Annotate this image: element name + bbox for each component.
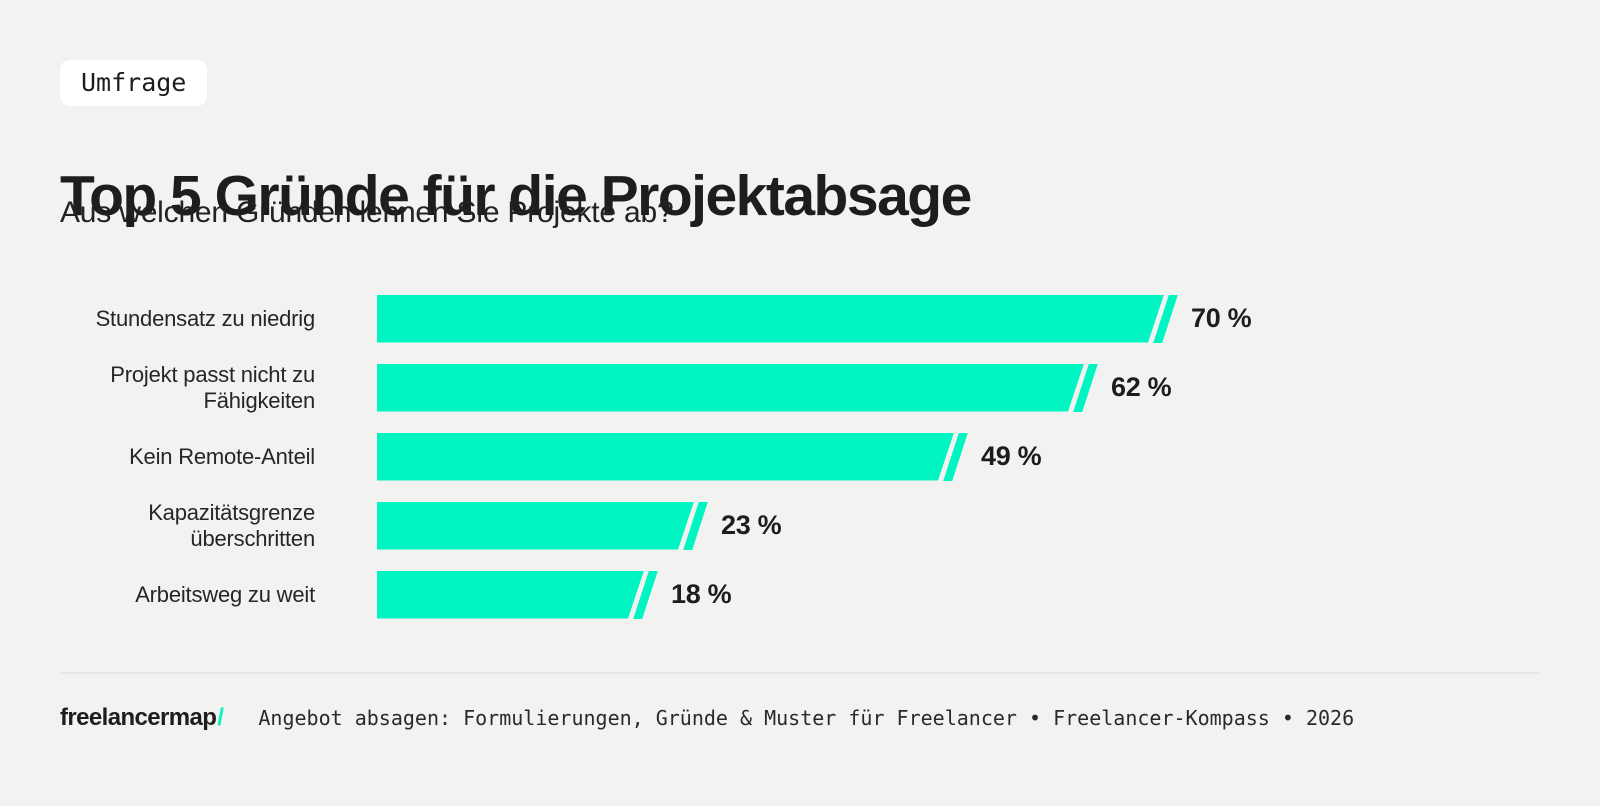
bar	[377, 433, 954, 481]
source-line: Angebot absagen: Formulierungen, Gründe …	[258, 706, 1355, 730]
bar-chart: Stundensatz zu niedrig 70 % Projekt pass…	[60, 284, 1540, 629]
category-label: Arbeitsweg zu weit	[135, 581, 315, 607]
page-title: Top 5 Gründe für die Projektabsage	[60, 164, 972, 229]
category-label: Projekt passt nicht zu Fähigkeiten	[110, 361, 315, 413]
logo-slash-icon: /	[217, 704, 224, 731]
value-label: 62 %	[1111, 372, 1172, 402]
footer-divider	[60, 672, 1540, 674]
logo-wordmark: freelancermap	[60, 704, 217, 731]
bar	[377, 502, 694, 550]
chart-row: Projekt passt nicht zu Fähigkeiten 62 %	[60, 353, 1540, 422]
value-label: 23 %	[721, 510, 782, 540]
chart-row: Kein Remote-Anteil 49 %	[60, 422, 1540, 491]
page-subtitle: Aus welchen Gründen lehnen Sie Projekte …	[60, 196, 674, 229]
bar-area: 62 %	[377, 363, 1172, 412]
bar-area: 49 %	[377, 432, 1042, 481]
bar-area: 23 %	[377, 501, 782, 550]
footer: freelancermap/ Angebot absagen: Formulie…	[60, 700, 1354, 736]
bar	[377, 364, 1084, 412]
chart-row: Stundensatz zu niedrig 70 %	[60, 284, 1540, 353]
badge-label: Umfrage	[81, 68, 187, 97]
category-label: Stundensatz zu niedrig	[95, 305, 316, 331]
bar	[377, 571, 644, 619]
chart-row: Arbeitsweg zu weit 18 %	[60, 560, 1540, 629]
freelancermap-logo: freelancermap/	[60, 704, 224, 732]
category-label: Kapazitätsgrenze überschritten	[148, 499, 315, 551]
value-label: 70 %	[1191, 303, 1252, 333]
bar	[377, 295, 1164, 343]
category-badge: Umfrage	[60, 60, 208, 106]
value-label: 49 %	[981, 441, 1042, 471]
bar-area: 70 %	[377, 294, 1252, 343]
chart-row: Kapazitätsgrenze überschritten 23 %	[60, 491, 1540, 560]
bar-area: 18 %	[377, 570, 732, 619]
category-label: Kein Remote-Anteil	[129, 443, 315, 469]
value-label: 18 %	[671, 579, 732, 609]
